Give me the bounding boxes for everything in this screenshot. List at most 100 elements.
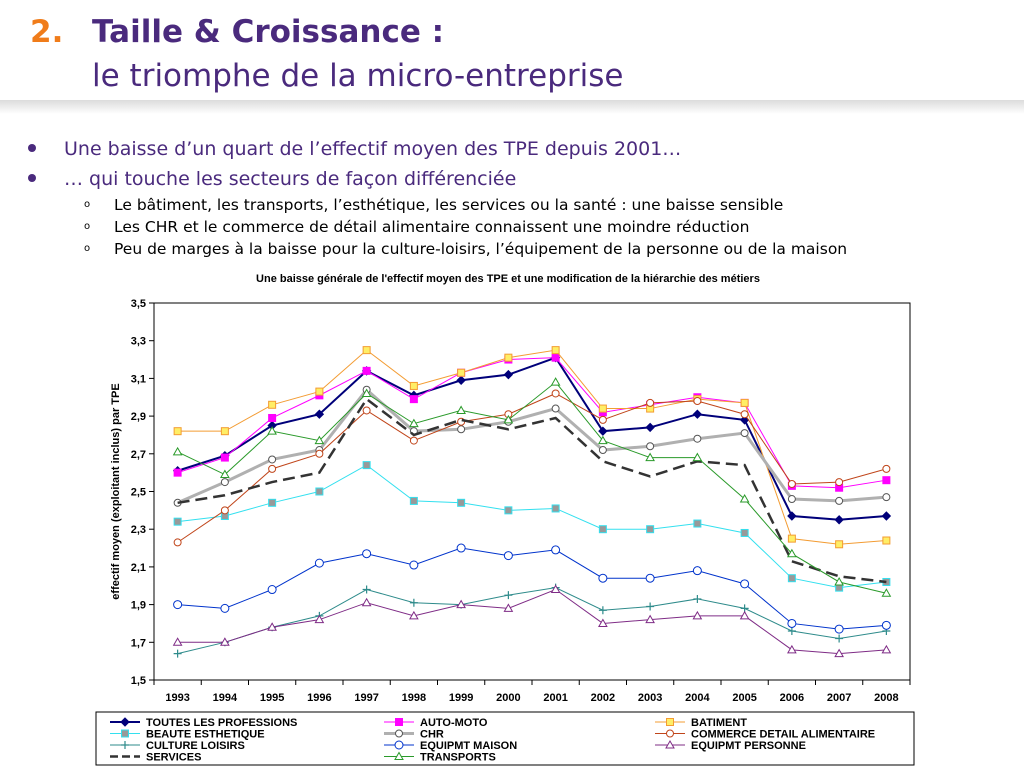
legend-swatch-marker [394, 751, 404, 760]
series-line [177, 392, 887, 543]
y-axis-label: effectif moyen (exploitant inclus) par T… [110, 383, 122, 599]
legend-label: COMMERCE DETAIL ALIMENTAIRE [691, 729, 875, 741]
subbullet-text: Les CHR et le commerce de détail aliment… [114, 218, 750, 236]
data-point [314, 409, 325, 419]
x-tick-label: 1998 [402, 692, 426, 704]
data-point [268, 455, 277, 464]
data-point [361, 388, 372, 397]
data-point [315, 449, 324, 458]
series-equipmt-personne [172, 584, 892, 658]
data-point [835, 634, 844, 643]
data-point [172, 637, 183, 646]
data-point [834, 515, 844, 525]
x-tick-label: 1999 [449, 692, 473, 704]
data-point [551, 353, 560, 362]
x-tick-label: 2003 [638, 692, 662, 704]
data-point [645, 614, 655, 624]
subbullet-text: Le bâtiment, les transports, l’esthétiqu… [114, 196, 784, 214]
data-point [693, 434, 702, 443]
x-tick-label: 1994 [213, 692, 238, 704]
subbullet-text: Peu de marges à la baisse pour la cultur… [114, 240, 848, 258]
bullet-text: … qui touche les secteurs de façon diffé… [64, 168, 517, 190]
legend-item: EQUIPMT PERSONNE [655, 739, 806, 752]
data-point [598, 573, 608, 583]
legend-label: BATIMENT [691, 717, 747, 729]
legend-label: EQUIPMT PERSONNE [691, 740, 806, 752]
data-point [504, 353, 513, 362]
subbullet-item: o Le bâtiment, les transports, l’esthétiq… [84, 196, 783, 214]
hollow-circle-icon: o [84, 221, 91, 232]
hollow-circle-icon: o [84, 199, 91, 210]
legend-item: TOUTES LES PROFESSIONS [110, 717, 297, 729]
series-services [177, 397, 887, 584]
data-point [220, 506, 229, 515]
x-tick-label: 2007 [827, 692, 851, 704]
data-point [882, 476, 891, 485]
y-tick-label: 1,9 [131, 600, 146, 612]
data-point [220, 453, 229, 462]
data-point [267, 622, 277, 631]
data-point [409, 436, 418, 445]
data-point [220, 637, 230, 646]
legend-swatch-marker [395, 729, 403, 738]
data-point [457, 498, 466, 507]
series-line [177, 387, 887, 505]
series-transports [172, 377, 892, 597]
data-point [267, 585, 277, 595]
legend-swatch-marker [666, 729, 674, 738]
legend-label: SERVICES [146, 752, 201, 764]
data-point [173, 468, 182, 477]
data-point [598, 606, 607, 615]
data-point [835, 496, 844, 505]
legend-item: SERVICES [110, 752, 201, 764]
data-point [268, 413, 277, 422]
data-point [361, 597, 372, 607]
data-point [503, 369, 514, 380]
legend-item: BATIMENT [655, 717, 747, 729]
data-point [881, 511, 892, 521]
slide-header: 2. Taille & Croissance : le triomphe de … [0, 0, 1024, 104]
bullet-dot-icon [28, 173, 36, 182]
data-point [314, 614, 325, 624]
legend-label: TOUTES LES PROFESSIONS [146, 717, 297, 729]
series-line [177, 547, 887, 630]
x-tick-label: 2001 [543, 692, 567, 704]
data-point [456, 405, 466, 414]
legend-label: EQUIPMT MAISON [420, 740, 517, 752]
data-point [550, 377, 561, 386]
chart-legend: TOUTES LES PROFESSIONS AUTO-MOTO BATIMENT B… [95, 711, 915, 766]
bullet-item: … qui touche les secteurs de façon diffé… [28, 168, 516, 190]
x-tick-label: 2008 [874, 692, 898, 704]
data-point [693, 519, 702, 528]
y-tick-label: 3,5 [131, 298, 146, 310]
legend-item: CHR [384, 729, 444, 741]
data-point [551, 545, 561, 555]
slide-title: Taille & Croissance : [92, 14, 445, 50]
data-point [173, 538, 182, 547]
x-tick-label: 2006 [780, 692, 804, 704]
data-point [787, 644, 797, 654]
bullet-dot-icon [28, 143, 36, 152]
data-point [268, 464, 277, 473]
data-point [692, 610, 703, 620]
legend-swatch-marker [121, 729, 129, 738]
data-point [314, 558, 324, 568]
data-point [314, 435, 325, 445]
y-tick-label: 3,3 [131, 336, 146, 348]
x-tick-label: 1995 [260, 692, 284, 704]
data-point [787, 479, 796, 488]
data-point [834, 576, 844, 586]
data-point [740, 398, 749, 407]
data-point [551, 404, 560, 413]
legend-label: TRANSPORTS [420, 752, 496, 764]
data-point [598, 446, 607, 455]
subbullet-item: o Peu de marges à la baisse pour la cultu… [84, 240, 847, 258]
data-point [881, 620, 891, 630]
data-point [315, 387, 324, 396]
slide-subtitle: le triomphe de la micro-entreprise [92, 58, 624, 94]
data-point [646, 602, 655, 611]
data-point [409, 418, 419, 428]
subbullet-item: o Les CHR et le commerce de détail alimen… [84, 218, 749, 236]
data-point [550, 584, 561, 594]
legend-swatch-marker [394, 740, 404, 750]
